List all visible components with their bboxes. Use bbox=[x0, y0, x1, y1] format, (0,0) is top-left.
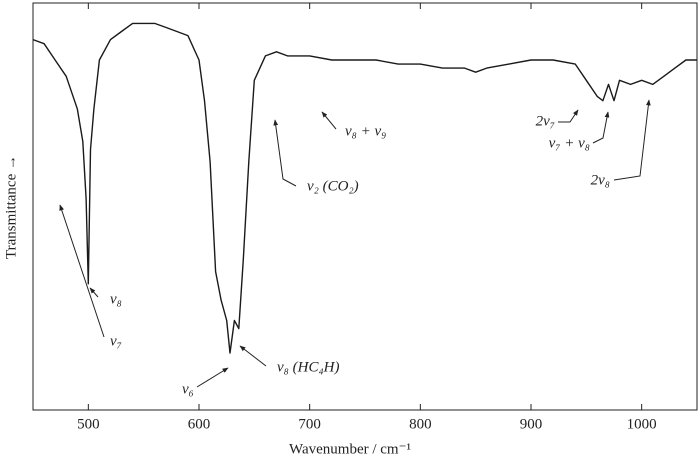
annotation-label: ν₈ + ν₉ bbox=[345, 123, 386, 139]
x-tick-label: 500 bbox=[77, 416, 100, 432]
annotation-arrow bbox=[321, 111, 337, 130]
annotation-label: ν₇ + ν₈ bbox=[549, 135, 590, 151]
annotation-label: ν₆ bbox=[182, 381, 194, 397]
x-axis-label: Wavenumber / cm⁻¹ bbox=[289, 441, 411, 457]
annotation-label: ν₈ (HC₄H) bbox=[277, 359, 340, 375]
annotation-arrow bbox=[592, 111, 610, 144]
annotation-arrow bbox=[59, 204, 105, 338]
x-tick-label: 700 bbox=[298, 416, 321, 432]
x-tick-label: 900 bbox=[520, 416, 543, 432]
x-tick-label: 1000 bbox=[627, 416, 657, 432]
plot-frame bbox=[32, 2, 698, 411]
annotation-label: 2ν₈ bbox=[591, 172, 610, 188]
annotation-label: ν₇ bbox=[110, 333, 122, 349]
annotation-label: 2ν₇ bbox=[536, 113, 555, 129]
annotation-label: ν₈ bbox=[110, 291, 122, 307]
annotation-arrow bbox=[273, 119, 297, 187]
annotation-arrow bbox=[89, 287, 99, 298]
x-tick-label: 600 bbox=[188, 416, 211, 432]
annotation-arrow bbox=[239, 345, 267, 367]
annotation-label: ν₂ (CO₂) bbox=[307, 178, 359, 194]
annotation-arrow bbox=[558, 109, 579, 123]
annotation-arrow bbox=[196, 367, 229, 388]
y-axis-label: Transmittance → bbox=[3, 155, 19, 259]
x-tick-label: 800 bbox=[409, 416, 432, 432]
annotation-arrow bbox=[613, 99, 651, 181]
spectrum-line bbox=[32, 22, 697, 354]
